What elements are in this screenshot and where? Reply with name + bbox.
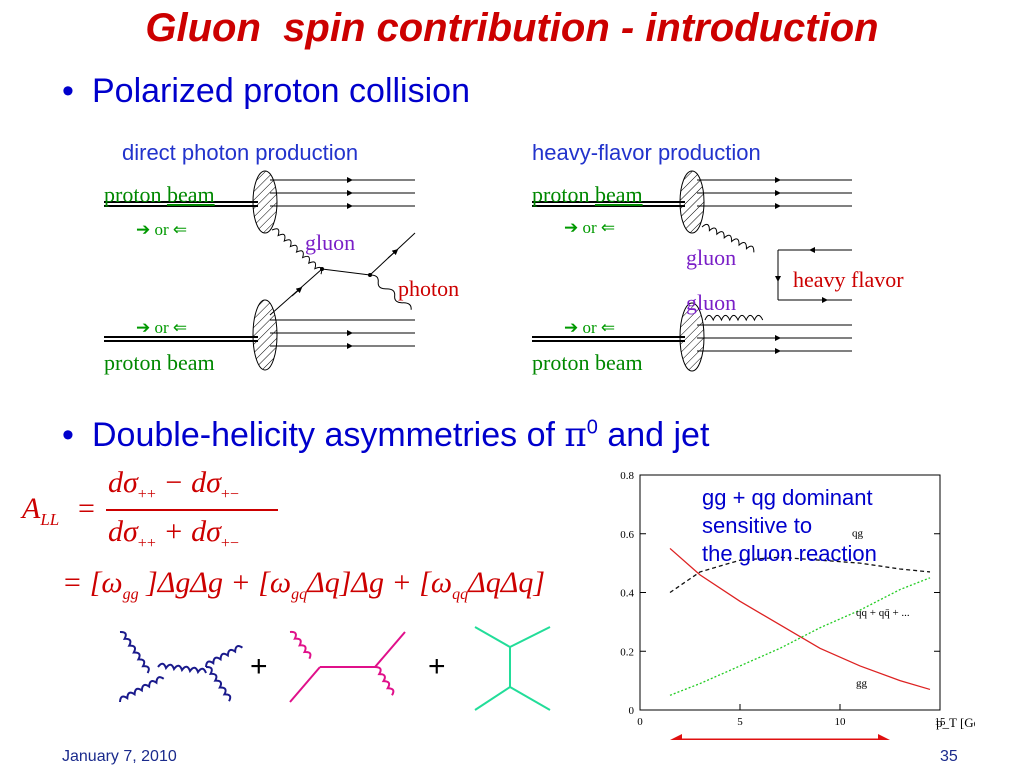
bullet-dot: • [62,416,74,454]
bullet-polarized: • Polarized proton collision [62,72,470,111]
beam-word-proton: proton [104,182,167,207]
x-tick-label: 15 [935,716,947,728]
series-line-qq-qq- [669,577,931,696]
right-helicity-top: ➔ or ⇐ [564,218,616,237]
bullet-text-suffix: and jet [597,416,710,454]
left-helicity-bottom: ➔ or ⇐ [136,318,188,337]
pi-symbol: π [564,415,587,455]
subprocess-diagrams [119,626,551,711]
eq-a-ll: ALL [22,492,60,529]
note-line: sensitive to [702,513,813,538]
bullet-asymmetries: • Double-helicity asymmetries of π0 and j… [62,415,709,455]
eq-fraction-bar [106,509,278,511]
eq-equals: = [78,492,95,525]
eq-expansion: = [ωgg ]ΔgΔg + [ωgqΔq]Δg + [ωqqΔqΔq] [62,566,545,603]
right-beam-top-label: proton beam [532,182,643,208]
right-beam-bottom-label: proton beam [532,350,643,375]
x-tick-label: 5 [737,716,743,728]
right-heavy-flavor-label: heavy flavor [793,267,904,292]
series-label: gg [856,678,868,690]
or-text: or [154,318,169,337]
bullet-dot: • [62,72,74,110]
eq-numerator: dσ++ − dσ+− [108,466,239,503]
fraction-plot: 0 0.2 0.4 0.6 0.8 0 5 10 15p_T [GeV] gg qq + qq̄ +… [620,470,975,740]
y-tick-label: 0.2 [620,646,634,658]
left-feynman-diagram [104,170,416,371]
y-tick-label: 0 [629,705,635,717]
bullet-text: Polarized proton collision [92,72,470,110]
gg-diagram [119,630,243,703]
eq-denominator: dσ++ + dσ+− [108,515,239,552]
series-line-qg [669,556,931,594]
left-beam-bottom-label: proton beam [104,350,215,375]
y-tick-label: 0.4 [620,588,634,600]
right-diagram-heading: heavy-flavor production [532,140,761,165]
or-text: or [154,220,169,239]
right-helicity-bottom: ➔ or ⇐ [564,318,616,337]
range-arrow-head [878,734,890,740]
right-feynman-diagram [532,170,852,372]
plus-sign: + [428,650,446,683]
or-text: or [582,218,597,237]
y-tick-label: 0.8 [620,470,634,482]
note-line: gg + qg dominant [702,485,873,510]
plus-sign: + [250,650,268,683]
y-tick-label: 0.6 [620,529,634,541]
pi-superscript: 0 [586,416,598,439]
left-helicity-top: ➔ or ⇐ [136,220,188,239]
left-photon-label: photon [398,276,460,301]
beam-word-beam: beam [166,182,215,207]
bullet-text: Double-helicity asymmetries of [92,416,565,454]
beam-word-proton: proton [532,182,595,207]
x-tick-label: 0 [637,716,643,728]
beam-word-beam: beam [594,182,643,207]
qq-diagram [474,626,551,711]
footer-date: January 7, 2010 [62,748,177,765]
plot-annotation: gg + qg dominant sensitive to the gluon … [702,484,877,568]
note-line: the gluon reaction [702,541,877,566]
qg-diagram [289,630,406,703]
left-gluon-label: gluon [305,230,356,255]
left-diagram-heading: direct photon production [122,140,359,165]
range-arrow-head [670,734,682,740]
slide-title: Gluon spin contribution - introduction [145,6,879,50]
series-line-gg [669,547,931,691]
right-gluon-bottom-label: gluon [686,290,737,315]
x-tick-label: 10 [835,716,847,728]
footer-page-number: 35 [940,748,958,765]
right-gluon-top-label: gluon [686,245,737,270]
series-label: qq + qq̄ + ... [856,607,910,619]
left-beam-top-label: proton beam [104,182,215,208]
series-label: qg [852,528,864,540]
or-text: or [582,318,597,337]
x-axis-label: p_T [GeV] [936,715,975,730]
